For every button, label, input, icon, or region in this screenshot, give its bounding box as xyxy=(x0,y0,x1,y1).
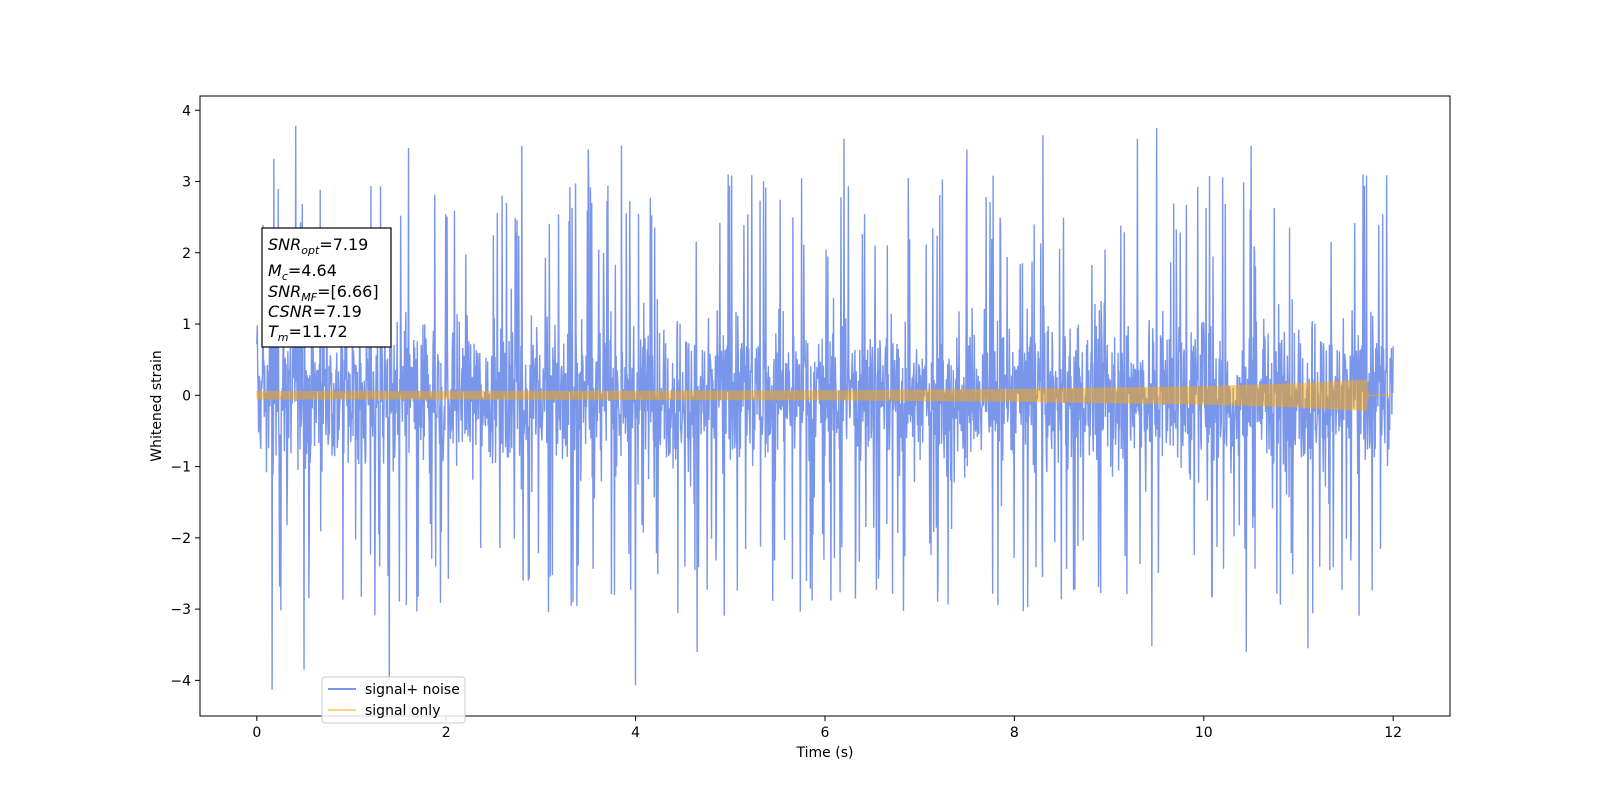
annotation-box: SNRopt=7.19 Mc=4.64SNRMF=[6.66]CSNR=7.19T… xyxy=(261,227,392,348)
x-tick-label: 2 xyxy=(442,725,451,741)
annotation-line: Mc=4.64 xyxy=(268,261,337,283)
y-tick-label: 2 xyxy=(182,246,191,262)
x-tick-label: 0 xyxy=(252,725,261,741)
x-tick-label: 12 xyxy=(1384,725,1402,741)
y-tick-label: 0 xyxy=(182,388,191,404)
x-axis-ticks: 0 2 4 6 8 10 12 xyxy=(252,716,1402,741)
legend-label-signal-noise: signal+ noise xyxy=(365,682,460,698)
y-tick-label: 1 xyxy=(182,317,191,333)
series-signal-only xyxy=(256,379,1394,411)
legend-label-signal-only: signal only xyxy=(365,703,440,719)
y-tick-label: −3 xyxy=(170,602,191,618)
annotation-line: CSNR=7.19 xyxy=(268,302,362,321)
x-tick-label: 10 xyxy=(1195,725,1213,741)
legend-frame xyxy=(321,676,466,724)
annotation-lines: SNRopt=7.19 Mc=4.64SNRMF=[6.66]CSNR=7.19T… xyxy=(268,235,379,344)
legend: signal+ noise signal only xyxy=(321,676,466,724)
y-tick-label: −2 xyxy=(170,531,191,547)
x-axis-label: Time (s) xyxy=(796,745,854,761)
y-tick-label: −4 xyxy=(170,673,191,689)
y-tick-label: 3 xyxy=(182,175,191,191)
y-axis-ticks: 4 3 2 1 0 −1 −2 −3 −4 xyxy=(170,103,200,689)
annotation-line: SNRopt=7.19 xyxy=(268,235,368,257)
y-axis-label: Whitened strain xyxy=(149,350,165,461)
y-tick-label: 4 xyxy=(182,103,191,119)
series-layer xyxy=(256,125,1394,690)
x-tick-label: 6 xyxy=(821,725,830,741)
x-tick-label: 4 xyxy=(631,725,640,741)
x-tick-label: 8 xyxy=(1010,725,1019,741)
annotation-box-frame xyxy=(261,227,392,348)
annotation-line: SNRMF=[6.66] xyxy=(268,282,379,304)
annotation-line: Tm=11.72 xyxy=(268,322,348,344)
series-signal-plus-noise xyxy=(256,125,1394,690)
y-tick-label: −1 xyxy=(170,460,191,476)
